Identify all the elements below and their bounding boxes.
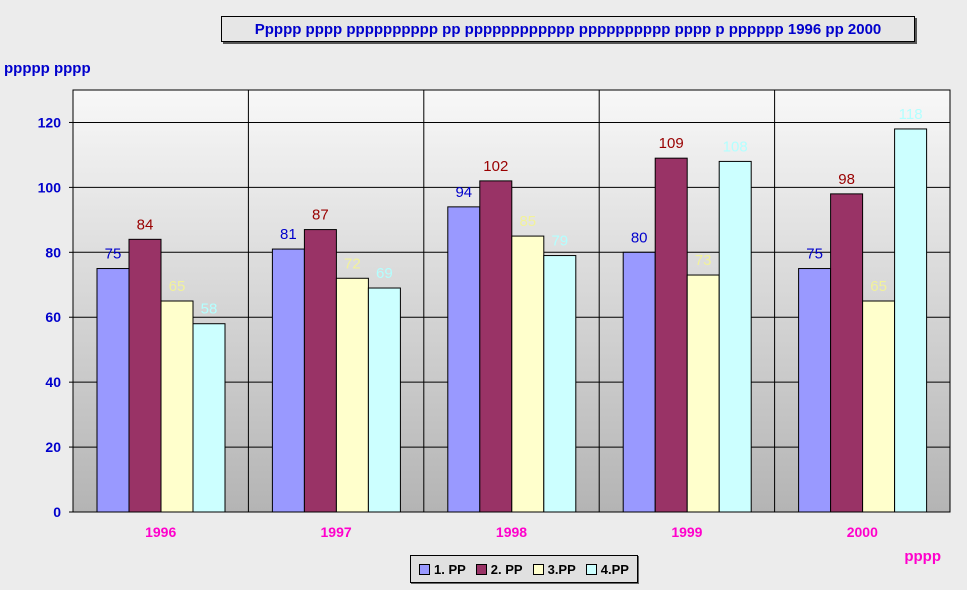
y-tick-label: 60 <box>45 309 61 325</box>
legend-swatch <box>532 563 544 575</box>
x-tick-label: 2000 <box>847 524 878 540</box>
x-axis-label: pppp <box>904 548 941 565</box>
data-label: 65 <box>870 278 887 295</box>
bar-2pp-1997 <box>303 229 337 513</box>
data-label: 72 <box>344 255 361 272</box>
bar-4pp-2000 <box>894 128 928 513</box>
y-tick-label: 20 <box>45 439 61 455</box>
bar-2pp-1998 <box>479 180 513 513</box>
chart-title: Ppppp pppp pppppppppp pp pppppppppppp pp… <box>221 16 915 42</box>
legend-label: 4.PP <box>600 561 629 577</box>
bar-3pp-2000 <box>862 300 896 513</box>
bar-3pp-1998 <box>511 235 545 513</box>
y-tick-label: 120 <box>38 114 62 130</box>
data-label: 84 <box>137 216 154 233</box>
bar-3pp-1999 <box>686 274 720 513</box>
data-label: 98 <box>838 171 855 188</box>
data-label: 65 <box>169 278 186 295</box>
y-tick-label: 40 <box>45 374 61 390</box>
bar-3pp-1997 <box>335 277 369 513</box>
data-label: 85 <box>519 213 536 230</box>
data-label: 80 <box>631 229 648 246</box>
data-label: 75 <box>105 246 122 263</box>
x-tick-label: 1996 <box>145 524 176 540</box>
data-label: 79 <box>551 233 568 250</box>
bars-layer <box>96 128 928 513</box>
legend-item: 4.PP <box>585 561 629 577</box>
x-tick-label: 1997 <box>321 524 352 540</box>
bar-2pp-1996 <box>128 238 162 513</box>
data-label: 87 <box>312 207 329 224</box>
legend: 1. PP 2. PP 3.PP 4.PP <box>410 555 638 583</box>
legend-swatch <box>585 563 597 575</box>
data-label: 118 <box>899 106 923 123</box>
data-label: 73 <box>695 252 712 269</box>
data-label: 81 <box>280 226 297 243</box>
bar-2pp-2000 <box>830 193 864 513</box>
x-tick-label: 1998 <box>496 524 527 540</box>
data-label: 69 <box>376 265 393 282</box>
bar-4pp-1998 <box>543 255 577 513</box>
bar-4pp-1997 <box>367 287 401 513</box>
legend-swatch <box>419 563 430 575</box>
bar-1pp-1998 <box>447 206 481 513</box>
y-tick-label: 0 <box>53 504 61 520</box>
y-tick-label: 100 <box>38 179 62 195</box>
bar-2pp-1999 <box>654 157 688 513</box>
bar-1pp-2000 <box>798 268 832 513</box>
data-label: 75 <box>806 246 823 263</box>
axis-layer: 0 20 40 60 80 100 120 1996 1997 1998 1999 2000 <box>38 90 950 540</box>
y-axis-label: ppppp pppp <box>4 60 91 77</box>
data-label: 108 <box>723 138 748 155</box>
y-tick-label: 80 <box>45 244 61 260</box>
legend-swatch <box>475 563 487 575</box>
legend-item: 2. PP <box>475 561 523 577</box>
legend-label: 3.PP <box>547 561 576 577</box>
data-label: 109 <box>659 135 684 152</box>
legend-label: 1. PP <box>434 561 466 577</box>
bar-1pp-1997 <box>271 248 305 513</box>
x-tick-label: 1999 <box>671 524 702 540</box>
legend-label: 2. PP <box>490 561 523 577</box>
data-label: 58 <box>201 301 218 318</box>
labels-layer: 75 84 65 58 81 87 72 69 94 102 85 79 80 109 73 108 75 98 6… <box>105 106 923 318</box>
legend-item: 1. PP <box>419 562 466 577</box>
legend-item: 3.PP <box>532 561 576 577</box>
data-label: 102 <box>483 158 508 175</box>
data-label: 94 <box>455 184 472 201</box>
bar-1pp-1996 <box>96 268 130 513</box>
bar-4pp-1999 <box>718 160 752 513</box>
bar-3pp-1996 <box>160 300 194 513</box>
bar-4pp-1996 <box>192 323 226 513</box>
bar-1pp-1999 <box>622 251 656 513</box>
